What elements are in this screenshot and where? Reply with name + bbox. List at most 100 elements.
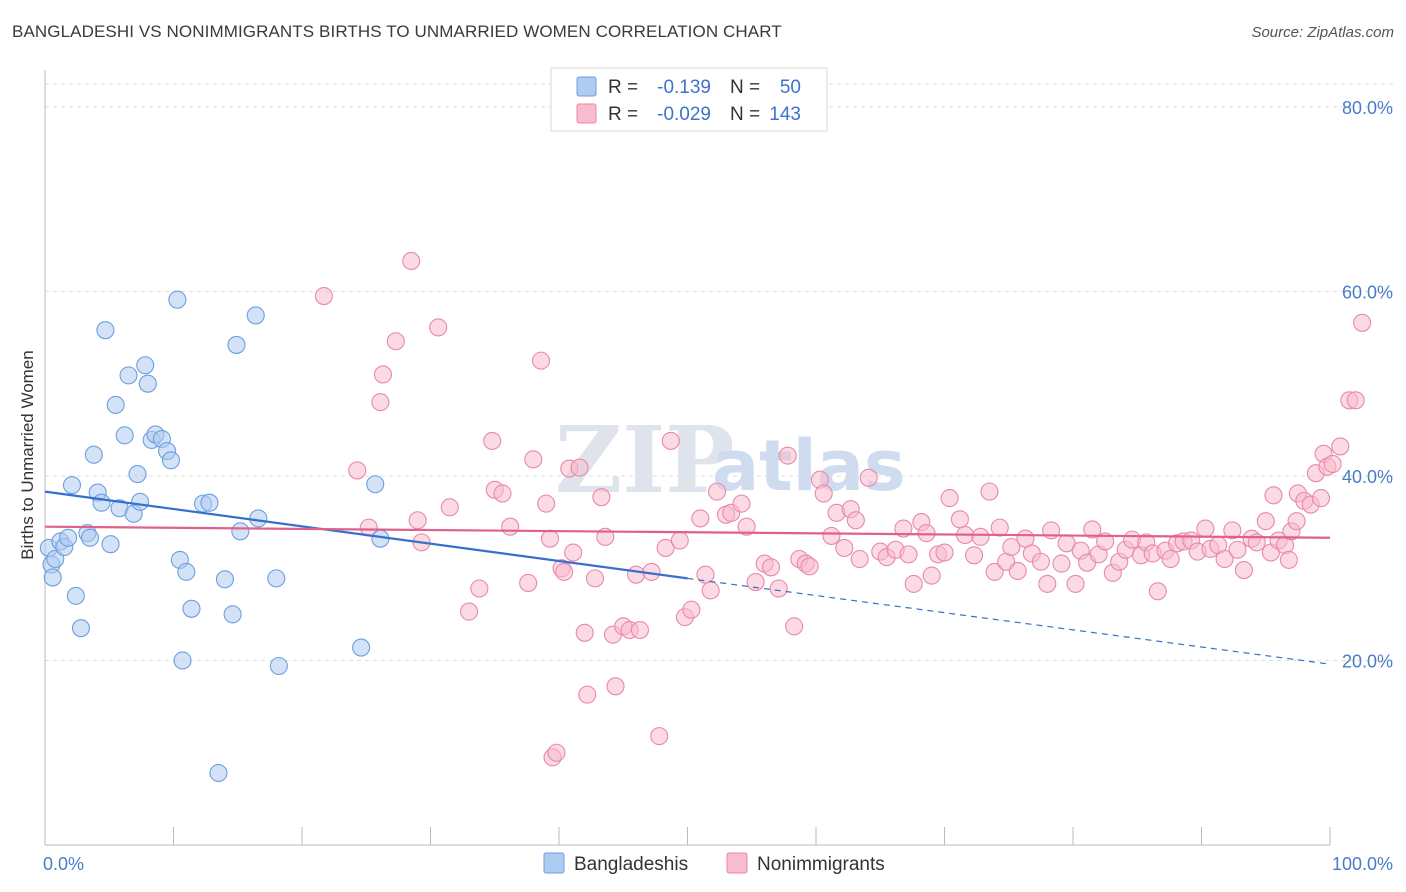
watermark-zip: ZIP bbox=[555, 406, 734, 514]
data-point bbox=[1223, 521, 1242, 540]
data-point bbox=[84, 445, 103, 464]
legend-swatch-bangladeshis bbox=[576, 76, 597, 97]
data-point bbox=[922, 566, 941, 585]
series-legend-swatch-bangladeshis bbox=[543, 852, 565, 874]
data-point bbox=[850, 549, 869, 569]
data-point bbox=[1346, 391, 1365, 410]
data-point bbox=[59, 528, 78, 547]
data-point bbox=[1066, 574, 1085, 593]
data-point bbox=[1256, 512, 1275, 531]
legend-r-label-2: R = bbox=[608, 104, 638, 125]
data-point bbox=[1196, 519, 1215, 538]
data-point bbox=[314, 286, 333, 306]
legend-r-value-1: -0.139 bbox=[657, 77, 711, 98]
data-point bbox=[1083, 520, 1102, 539]
data-point bbox=[501, 517, 520, 536]
data-point bbox=[1161, 549, 1180, 569]
data-point bbox=[650, 727, 669, 746]
y-axis-label: Births to Unmarried Women bbox=[18, 350, 37, 559]
data-point bbox=[408, 511, 427, 530]
trend-line-extension bbox=[687, 577, 1331, 665]
data-point bbox=[980, 482, 999, 501]
data-point bbox=[575, 623, 594, 642]
data-point bbox=[1038, 574, 1057, 593]
data-point bbox=[935, 543, 954, 562]
data-point bbox=[1264, 486, 1283, 505]
y-tick-label: 60.0% bbox=[1342, 282, 1393, 302]
data-point bbox=[1148, 582, 1167, 601]
data-point bbox=[835, 538, 854, 557]
data-point bbox=[1279, 550, 1298, 569]
watermark: ZIP atlas bbox=[555, 406, 906, 514]
data-point bbox=[223, 605, 242, 624]
data-point bbox=[128, 465, 147, 484]
legend-n-label-2: N = bbox=[730, 104, 760, 125]
data-point bbox=[173, 651, 192, 670]
legend-n-value-1: 50 bbox=[780, 77, 801, 98]
series-legend-label-bangladeshis: Bangladeshis bbox=[574, 854, 688, 875]
data-point bbox=[267, 569, 286, 588]
data-point bbox=[627, 565, 646, 584]
x-tick-label: 0.0% bbox=[43, 854, 84, 874]
data-point bbox=[131, 492, 150, 511]
data-point bbox=[1215, 549, 1234, 569]
grid-lines bbox=[45, 83, 1395, 661]
series-legend-label-nonimmigrants: Nonimmigrants bbox=[757, 854, 885, 875]
data-point bbox=[1331, 437, 1350, 456]
data-point bbox=[200, 493, 219, 512]
data-point bbox=[161, 451, 180, 470]
data-point bbox=[592, 488, 611, 507]
data-point bbox=[177, 562, 196, 581]
legend-swatch-nonimmigrants bbox=[576, 103, 597, 124]
data-point bbox=[540, 529, 560, 548]
legend-r-label-1: R = bbox=[608, 77, 638, 98]
data-point bbox=[524, 450, 543, 469]
data-point bbox=[115, 426, 134, 445]
data-point bbox=[940, 489, 959, 508]
data-point bbox=[182, 599, 201, 618]
bangladeshis-points bbox=[39, 290, 390, 783]
data-point bbox=[531, 351, 551, 370]
correlation-legend: R = -0.139 N = 50 R = -0.029 N = 143 bbox=[550, 67, 828, 132]
axes bbox=[44, 70, 1331, 846]
data-point bbox=[119, 366, 138, 385]
chart-title: BANGLADESHI VS NONIMMIGRANTS BIRTHS TO U… bbox=[12, 22, 782, 41]
data-point bbox=[1031, 552, 1050, 571]
data-point bbox=[691, 509, 710, 528]
data-point bbox=[402, 251, 421, 271]
data-point bbox=[66, 586, 85, 605]
series-legend-swatch-nonimmigrants bbox=[726, 852, 748, 874]
data-point bbox=[493, 484, 512, 503]
data-point bbox=[138, 374, 157, 393]
data-point bbox=[1052, 554, 1071, 573]
y-tick-label: 40.0% bbox=[1342, 467, 1393, 487]
legend-n-label-1: N = bbox=[730, 77, 760, 98]
trend-lines bbox=[44, 490, 1331, 665]
data-point bbox=[1008, 561, 1027, 581]
data-point bbox=[269, 656, 288, 676]
data-point bbox=[585, 569, 605, 588]
data-point bbox=[800, 557, 819, 576]
data-point bbox=[246, 306, 265, 325]
data-point bbox=[371, 393, 390, 412]
data-point bbox=[386, 332, 405, 351]
data-point bbox=[701, 581, 720, 600]
y-tick-label: 80.0% bbox=[1342, 98, 1393, 118]
data-point bbox=[661, 431, 680, 450]
data-point bbox=[965, 546, 984, 565]
data-point bbox=[950, 510, 969, 529]
data-point bbox=[46, 549, 65, 569]
data-point bbox=[1096, 532, 1115, 551]
data-point bbox=[62, 476, 82, 495]
data-point bbox=[985, 562, 1004, 581]
data-point bbox=[564, 543, 583, 562]
data-point bbox=[71, 619, 91, 638]
data-point bbox=[904, 574, 923, 593]
y-tick-label: 20.0% bbox=[1342, 651, 1393, 671]
data-point bbox=[732, 494, 751, 513]
y-tick-labels: 20.0% 40.0% 60.0% 80.0% bbox=[1342, 98, 1393, 672]
data-point bbox=[1234, 561, 1253, 580]
data-point bbox=[814, 484, 833, 503]
data-point bbox=[606, 677, 625, 696]
data-point bbox=[708, 482, 727, 501]
